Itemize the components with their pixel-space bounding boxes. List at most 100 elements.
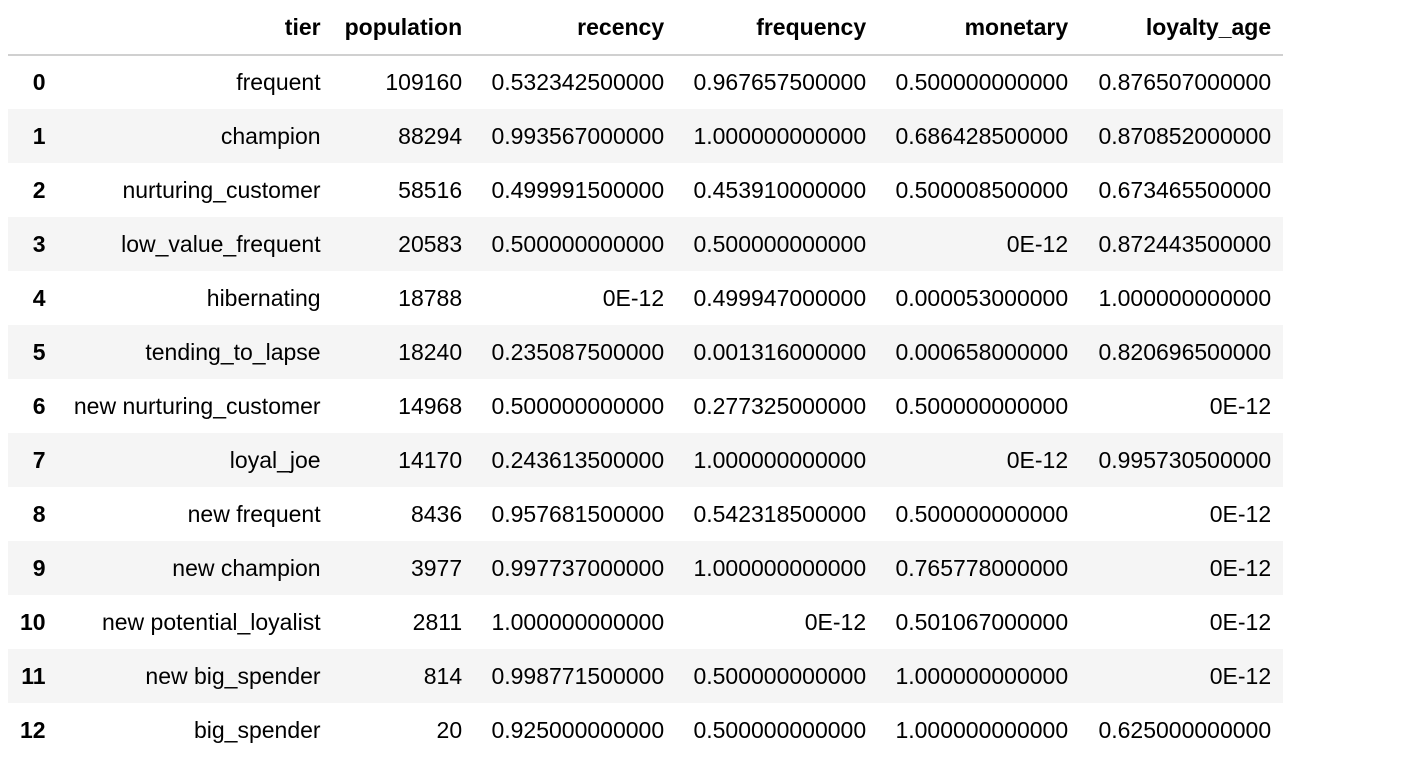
tier-cell: nurturing_customer — [122, 176, 321, 203]
table-header: tier population recency frequency moneta… — [8, 0, 1284, 56]
column-header-index — [8, 0, 58, 56]
population-cell: 20 — [436, 716, 463, 743]
monetary-cell: 1.000000000000 — [895, 662, 1069, 689]
loyalty-age-cell: 0.870852000000 — [1098, 122, 1272, 149]
loyalty-age-cell: 0.625000000000 — [1098, 716, 1272, 743]
row-index: 12 — [20, 716, 46, 743]
monetary-cell: 0.501067000000 — [895, 608, 1069, 635]
row-index: 5 — [32, 338, 46, 365]
frequency-cell: 0.542318500000 — [693, 500, 867, 527]
population-cell: 58516 — [398, 176, 463, 203]
frequency-cell: 0.500000000000 — [693, 662, 867, 689]
tier-cell: tending_to_lapse — [145, 338, 321, 365]
recency-cell: 0.998771500000 — [491, 662, 665, 689]
monetary-cell: 0.500000000000 — [895, 392, 1069, 419]
table-row: 5 tending_to_lapse 18240 0.235087500000 0.00… — [8, 325, 1284, 379]
tier-cell: champion — [220, 122, 321, 149]
table-row: 1 champion 88294 0.993567000000 1.0000000000… — [8, 109, 1284, 163]
population-cell: 8436 — [410, 500, 463, 527]
monetary-cell: 0.500000000000 — [895, 500, 1069, 527]
loyalty-age-cell: 0.872443500000 — [1098, 230, 1272, 257]
column-header-loyalty-age: loyalty_age — [1080, 0, 1284, 56]
table-row: 3 low_value_frequent 20583 0.500000000000 0.… — [8, 217, 1284, 271]
recency-cell: 0.499991500000 — [491, 176, 665, 203]
frequency-cell: 0.001316000000 — [693, 338, 867, 365]
header-row: tier population recency frequency moneta… — [8, 0, 1284, 56]
loyalty-age-cell: 0.820696500000 — [1098, 338, 1272, 365]
row-index: 7 — [32, 446, 46, 473]
row-index: 9 — [32, 554, 46, 581]
loyalty-age-cell: 0E-12 — [1209, 662, 1272, 689]
population-cell: 88294 — [398, 122, 463, 149]
table-row: 11 new big_spender 814 0.998771500000 0.5000… — [8, 649, 1284, 703]
column-header-tier: tier — [57, 0, 333, 56]
frequency-cell: 0.499947000000 — [693, 284, 867, 311]
monetary-cell: 1.000000000000 — [895, 716, 1069, 743]
recency-cell: 0.957681500000 — [491, 500, 665, 527]
monetary-cell: 0.500000000000 — [895, 69, 1069, 95]
monetary-cell: 0.765778000000 — [895, 554, 1069, 581]
loyalty-age-cell: 0E-12 — [1209, 392, 1272, 419]
column-header-population: population — [332, 0, 475, 56]
column-header-recency: recency — [474, 0, 677, 56]
frequency-cell: 1.000000000000 — [693, 446, 867, 473]
recency-cell: 0.925000000000 — [491, 716, 665, 743]
row-index: 2 — [32, 176, 46, 203]
table-row: 10 new potential_loyalist 2811 1.0000000000… — [8, 595, 1284, 649]
row-index: 8 — [32, 500, 46, 527]
population-cell: 18788 — [398, 284, 463, 311]
loyalty-age-cell: 0E-12 — [1209, 608, 1272, 635]
recency-cell: 0.997737000000 — [491, 554, 665, 581]
tier-cell: new champion — [172, 554, 321, 581]
table-row: 0 frequent 109160 0.532342500000 0.967657500… — [8, 55, 1284, 109]
table-row: 12 big_spender 20 0.925000000000 0.500000000… — [8, 703, 1284, 757]
row-index: 10 — [20, 608, 46, 635]
frequency-cell: 0.967657500000 — [693, 69, 867, 95]
recency-cell: 1.000000000000 — [491, 608, 665, 635]
recency-cell: 0.500000000000 — [491, 392, 665, 419]
tier-cell: new frequent — [187, 500, 321, 527]
tier-cell: new big_spender — [145, 662, 321, 689]
tier-cell: hibernating — [206, 284, 321, 311]
population-cell: 3977 — [410, 554, 463, 581]
column-header-frequency: frequency — [676, 0, 879, 56]
frequency-cell: 0.453910000000 — [693, 176, 867, 203]
population-cell: 814 — [423, 662, 463, 689]
population-cell: 14170 — [398, 446, 463, 473]
table-row: 7 loyal_joe 14170 0.243613500000 1.000000000… — [8, 433, 1284, 487]
recency-cell: 0.993567000000 — [491, 122, 665, 149]
frequency-cell: 0.277325000000 — [693, 392, 867, 419]
monetary-cell: 0E-12 — [1006, 230, 1069, 257]
dataframe-table: tier population recency frequency moneta… — [8, 0, 1284, 757]
recency-cell: 0E-12 — [602, 284, 665, 311]
table-row: 9 new champion 3977 0.997737000000 1.0000000… — [8, 541, 1284, 595]
row-index: 6 — [32, 392, 46, 419]
monetary-cell: 0.000658000000 — [895, 338, 1069, 365]
recency-cell: 0.243613500000 — [491, 446, 665, 473]
recency-cell: 0.532342500000 — [491, 69, 665, 95]
loyalty-age-cell: 0.673465500000 — [1098, 176, 1272, 203]
recency-cell: 0.500000000000 — [491, 230, 665, 257]
loyalty-age-cell: 0E-12 — [1209, 500, 1272, 527]
loyalty-age-cell: 0.995730500000 — [1098, 446, 1272, 473]
row-index: 4 — [32, 284, 46, 311]
frequency-cell: 0E-12 — [804, 608, 867, 635]
loyalty-age-cell: 1.000000000000 — [1098, 284, 1272, 311]
loyalty-age-cell: 0E-12 — [1209, 554, 1272, 581]
row-index: 0 — [32, 69, 46, 95]
table-body: 0 frequent 109160 0.532342500000 0.967657500… — [8, 55, 1284, 757]
row-index: 11 — [21, 662, 46, 689]
tier-cell: new nurturing_customer — [73, 392, 321, 419]
row-index: 1 — [32, 122, 46, 149]
population-cell: 18240 — [398, 338, 463, 365]
frequency-cell: 1.000000000000 — [693, 554, 867, 581]
frequency-cell: 1.000000000000 — [693, 122, 867, 149]
loyalty-age-cell: 0.876507000000 — [1098, 69, 1272, 95]
table-row: 8 new frequent 8436 0.957681500000 0.5423185… — [8, 487, 1284, 541]
frequency-cell: 0.500000000000 — [693, 230, 867, 257]
table-row: 4 hibernating 18788 0E-12 0.499947000000 0.00… — [8, 271, 1284, 325]
monetary-cell: 0E-12 — [1006, 446, 1069, 473]
frequency-cell: 0.500000000000 — [693, 716, 867, 743]
population-cell: 109160 — [385, 69, 463, 95]
monetary-cell: 0.500008500000 — [895, 176, 1069, 203]
